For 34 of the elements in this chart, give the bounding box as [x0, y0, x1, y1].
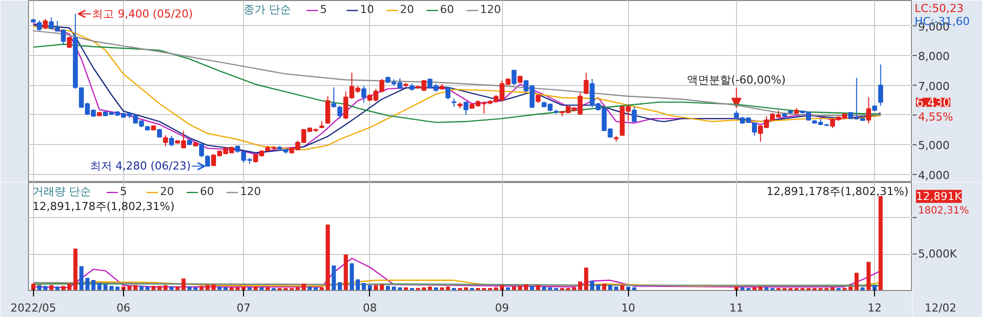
text: 1802,31% [918, 205, 969, 216]
annotation: 12,891,178주(1,802,31%) [766, 185, 909, 198]
y-tick-label: 5,000K [918, 248, 958, 261]
x-tick-label: 12 [868, 302, 882, 314]
x-tick-label: 07 [236, 302, 251, 314]
legend-label: 120 [240, 185, 261, 198]
legend-title: 종가 단순 [244, 3, 291, 16]
text: 4,55% [918, 110, 954, 124]
legend-label: 10 [360, 3, 375, 16]
legend-label: 120 [480, 3, 501, 16]
x-tick-label: 09 [495, 302, 510, 314]
x-tick-label: 10 [621, 302, 636, 314]
legend-label: 5 [120, 185, 128, 198]
annotation: 12,891,178주(1,802,31%) [32, 200, 175, 213]
x-tick-label: 06 [116, 302, 130, 314]
x-tick-label: 08 [362, 302, 377, 314]
legend-label: 60 [440, 3, 455, 16]
text: LC:50,23 [914, 2, 964, 15]
annotation: 액면분할(-60,00%) [687, 73, 786, 86]
legend-label: 60 [200, 185, 215, 198]
x-tick-label: 11 [729, 302, 744, 314]
y-tick-label: 7,000 [918, 80, 950, 93]
legend-label: 20 [160, 185, 175, 198]
annotation: 최저 4,280 (06/23) [90, 160, 191, 173]
y-tick-label: 5,000 [918, 139, 950, 152]
y-tick-label: 8,000 [918, 50, 950, 64]
annotation: 최고 9,400 (05/20) [92, 7, 193, 20]
legend-title: 거래량 단순 [32, 185, 91, 198]
y-tick-label: 4,000 [918, 168, 950, 182]
text: 12/02 [924, 302, 956, 314]
legend-label: 20 [400, 3, 415, 16]
legend-label: 5 [320, 3, 328, 16]
x-tick-label: 2022/05 [10, 302, 56, 314]
text: 6,430 [916, 96, 950, 110]
